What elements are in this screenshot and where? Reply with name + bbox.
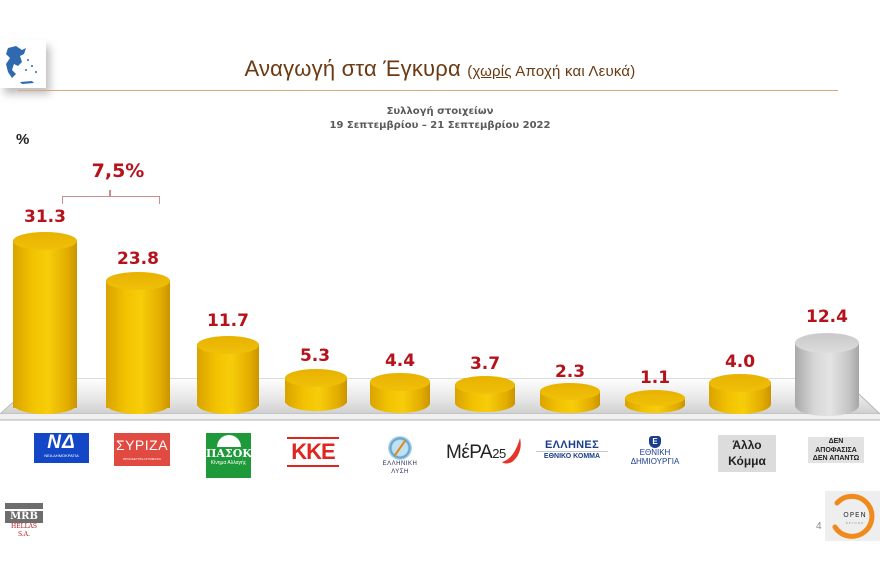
difference-bracket (62, 196, 160, 204)
difference-label: 7,5% (91, 160, 145, 182)
value-label-den-apofasisa: 12.4 (806, 307, 848, 327)
page-number: 4 (816, 521, 822, 532)
logo-nd: ΝΔ ΝΕΑ ΔΗΜΟΚΡΑΤΙΑ (34, 433, 89, 463)
value-label-elliniki-lysi: 4.4 (384, 351, 416, 371)
logo-mera25: ΜέΡΑ25 (446, 436, 524, 468)
label-allo-komma: Άλλο Κόμμα (718, 435, 776, 472)
collection-label: Συλλογή στοιχείων (386, 106, 494, 117)
title-main: Αναγωγή στα Έγκυρα (244, 56, 461, 81)
logo-pasok: ΠΑΣΟΚ Κίνημα Αλλαγής (206, 433, 252, 478)
title-qualifier: (χωρίς Αποχή και Λευκά) (467, 63, 636, 80)
value-label-mera25: 3.7 (469, 354, 501, 374)
svg-text:OPEN: OPEN (843, 511, 866, 519)
title-rule (18, 90, 838, 91)
greece-map-icon (6, 46, 37, 84)
chart-title: Αναγωγή στα Έγκυρα (χωρίς Αποχή και Λευκ… (0, 56, 880, 82)
value-label-kke: 5.3 (299, 346, 331, 366)
bar-ellines (540, 383, 600, 413)
y-axis-unit: % (16, 131, 30, 148)
value-label-syriza: 23.8 (117, 249, 159, 269)
bar-elliniki-lysi (370, 373, 430, 413)
bar-den-apofasisa (795, 333, 859, 416)
bar-kke (285, 369, 347, 413)
logo-elliniki-lysi: ΕΛΛΗΝΙΚΗ ΛΥΣΗ (372, 436, 428, 486)
value-label-allo: 4.0 (724, 352, 756, 372)
value-label-ethniki-dimiourgia: 1.1 (639, 368, 671, 388)
logo-kke: ΚΚΕ (287, 437, 339, 467)
value-label-ellines: 2.3 (554, 362, 586, 382)
bar-mera25 (455, 376, 515, 413)
bar-ethniki-dimiourgia (625, 390, 685, 414)
pasok-sun-icon (216, 435, 241, 447)
mrb-logo: MRB HELLAS S.A. (5, 503, 43, 539)
bar-pasok (197, 336, 259, 414)
ethniki-shield-icon: E (649, 436, 661, 448)
value-label-nd: 31.3 (24, 207, 66, 227)
logo-ethniki-dimiourgia: E ΕΘΝΙΚΗ ΔΗΜΙΟΥΡΓΙΑ (630, 436, 680, 466)
open-beyond-logo: OPEN BEYOND (825, 491, 880, 541)
compass-icon (388, 436, 412, 460)
greece-map-logo (0, 40, 46, 88)
bracket-tick (109, 190, 111, 197)
bar-allo (709, 374, 771, 414)
date-range: 19 Σεπτεμβρίου – 21 Σεπτεμβρίου 2022 (329, 120, 551, 131)
value-label-pasok: 11.7 (207, 311, 249, 331)
label-den-apofasisa: ΔΕΝ ΑΠΟΦΑΣΙΣΑ ΔΕΝ ΑΠΑΝΤΩ (808, 437, 864, 463)
swallow-icon (502, 438, 521, 464)
bar-syriza (106, 272, 170, 416)
svg-text:BEYOND: BEYOND (846, 521, 865, 525)
logo-ellines: ΕΛΛΗΝΕΣ ΕΘΝΙΚΟ ΚΟΜΜΑ (536, 439, 608, 461)
open-ring-icon: OPEN BEYOND (832, 493, 875, 539)
logo-syriza: ΣΥΡΙΖΑ ΠΡΟΟΔΕΥΤΙΚΗ ΣΥΜΜΑΧΙΑ (114, 433, 170, 466)
bar-nd (13, 232, 77, 416)
